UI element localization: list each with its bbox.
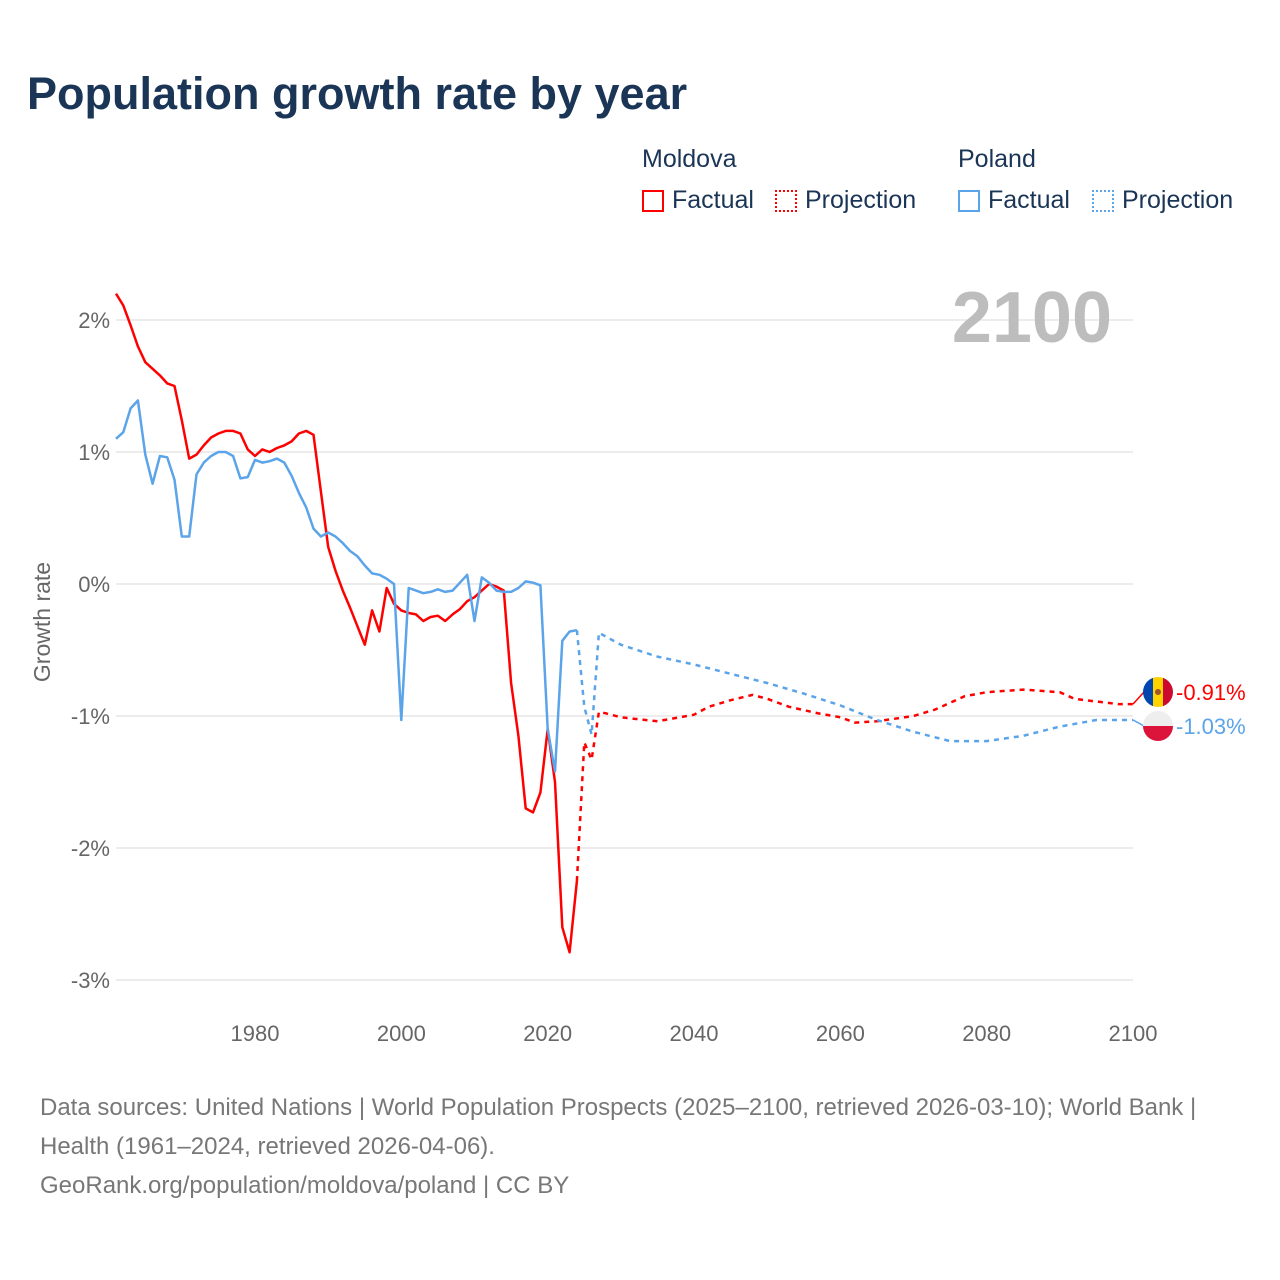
flag-emblem [1155, 689, 1161, 695]
legend-swatch-solid [642, 189, 664, 212]
x-tick-label: 2000 [377, 1021, 426, 1046]
moldova-factual-line [114, 292, 579, 954]
y-axis-label: Growth rate [29, 562, 55, 682]
y-tick-label: -1% [71, 704, 110, 729]
y-tick-label: 2% [78, 308, 110, 333]
y-tick-label: -2% [71, 836, 110, 861]
source-line: Data sources: United Nations | World Pop… [40, 1094, 1197, 1160]
moldova-projection-line [575, 688, 1133, 882]
end-value-label: -0.91% [1176, 680, 1246, 705]
y-tick-label: 0% [78, 572, 110, 597]
source-note: Data sources: United Nations | World Pop… [40, 1088, 1240, 1205]
y-tick-label: -3% [71, 968, 110, 993]
end-connector [1132, 719, 1145, 727]
legend-moldova-factual[interactable]: Factual [642, 186, 754, 215]
legend-group-poland: Poland [958, 145, 1036, 173]
chart-title: Population growth rate by year [27, 68, 688, 119]
legend-label: Projection [805, 186, 917, 214]
flag-stripe [1143, 726, 1173, 741]
x-tick-label: 1980 [231, 1021, 280, 1046]
x-tick-label: 2060 [816, 1021, 865, 1046]
legend-label: Factual [672, 186, 754, 214]
legend-poland-factual[interactable]: Factual [958, 186, 1070, 215]
source-link[interactable]: GeoRank.org/population/moldova/poland | … [40, 1172, 570, 1199]
x-tick-label: 2040 [670, 1021, 719, 1046]
legend-moldova-projection[interactable]: Projection [775, 186, 916, 215]
flag-stripe [1143, 677, 1153, 707]
legend-label: Factual [988, 186, 1070, 214]
flag-stripe [1143, 711, 1173, 726]
legend-swatch-dotted [1092, 189, 1114, 212]
legend-swatch-dotted [775, 189, 797, 212]
poland-projection-line [575, 630, 1133, 743]
legend-swatch-solid [958, 189, 980, 212]
end-connector [1132, 691, 1145, 705]
x-tick-label: 2100 [1109, 1021, 1158, 1046]
moldova-flag-icon [1143, 677, 1173, 707]
x-tick-label: 2020 [523, 1021, 572, 1046]
legend-poland-projection[interactable]: Projection [1092, 186, 1233, 215]
legend-label: Projection [1122, 186, 1234, 214]
end-value-label: -1.03% [1176, 714, 1246, 739]
flag-stripe [1163, 677, 1173, 707]
poland-factual-line [115, 399, 578, 773]
y-tick-label: 1% [78, 440, 110, 465]
year-watermark: 2100 [952, 278, 1112, 358]
legend-group-moldova: Moldova [642, 145, 737, 173]
poland-flag-icon [1143, 711, 1173, 741]
x-tick-label: 2080 [962, 1021, 1011, 1046]
